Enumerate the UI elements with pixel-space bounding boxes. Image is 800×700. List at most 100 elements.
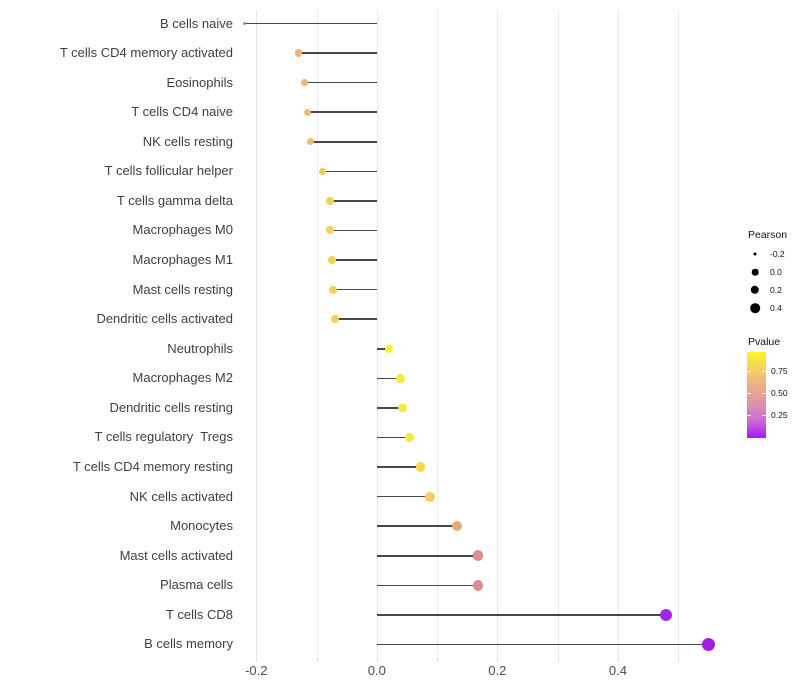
size-legend-label: 0.0 — [770, 267, 782, 277]
lollipop-stem — [298, 52, 377, 54]
y-axis-label: Dendritic cells resting — [109, 399, 233, 415]
data-point — [398, 403, 408, 413]
data-point — [395, 373, 405, 383]
size-legend-label: 0.4 — [770, 303, 782, 313]
x-axis-tick-label: 0.2 — [488, 663, 507, 678]
data-point — [294, 49, 303, 57]
data-point — [328, 285, 337, 294]
colorbar-tick-label: 0.25 — [771, 410, 788, 421]
pvalue-colorbar — [747, 352, 766, 438]
axis-tick-mark — [316, 658, 318, 661]
size-legend-dot — [750, 285, 760, 295]
y-axis-label: T cells CD4 memory activated — [59, 45, 233, 61]
size-legend-label: 0.2 — [770, 285, 782, 295]
colorbar-tick-label: 0.75 — [771, 366, 788, 376]
data-point — [300, 79, 309, 87]
gridline — [497, 10, 499, 658]
data-point — [318, 167, 327, 176]
y-axis-label: NK cells activated — [129, 488, 233, 504]
data-point — [659, 608, 673, 622]
colorbar-tick — [762, 371, 766, 372]
y-axis-label: B cells naive — [160, 15, 233, 31]
size-legend-title: Pearson — [748, 229, 788, 241]
data-point — [405, 432, 415, 442]
axis-tick-mark — [497, 658, 499, 661]
lollipop-stem — [376, 495, 430, 498]
gridline — [376, 10, 378, 658]
lollipop-stem — [376, 643, 709, 646]
lollipop-stem — [304, 81, 377, 84]
y-axis-label: T cells CD8 — [166, 606, 233, 622]
data-point — [327, 256, 336, 265]
gridline — [437, 10, 439, 658]
y-axis-label: T cells CD4 memory resting — [72, 459, 233, 475]
lollipop-stem — [331, 259, 377, 261]
x-axis-tick-label: 0.0 — [367, 663, 386, 678]
colorbar-tick — [762, 415, 766, 417]
data-point — [701, 637, 715, 652]
axis-tick-mark — [256, 658, 258, 661]
plot-panel — [240, 10, 730, 661]
lollipop-stem — [307, 111, 377, 113]
data-point — [326, 226, 335, 235]
lollipop-stem — [376, 407, 403, 409]
y-axis-label: Macrophages M0 — [132, 222, 233, 238]
data-point — [472, 550, 484, 562]
y-axis-label: Neutrophils — [167, 340, 233, 356]
colorbar-tick — [747, 371, 751, 372]
lollipop-stem — [376, 614, 667, 616]
data-point — [242, 21, 246, 26]
lollipop-stem — [330, 229, 377, 232]
y-axis-label: Macrophages M2 — [132, 370, 233, 386]
lollipop-stem — [376, 584, 479, 587]
y-axis-label: T cells follicular helper — [104, 163, 233, 179]
x-axis-tick-label: -0.2 — [245, 663, 268, 678]
y-axis-label: Mast cells activated — [119, 547, 233, 563]
lollipop-stem — [376, 377, 401, 380]
size-legend-dot — [753, 252, 757, 256]
data-point — [306, 138, 315, 146]
size-legend-dot — [751, 268, 759, 276]
y-axis-label: T cells regulatory Tregs — [94, 429, 233, 445]
lollipop-stem — [332, 288, 377, 291]
y-axis-label: T cells CD4 naive — [131, 104, 233, 120]
lollipop-stem — [376, 554, 479, 557]
lollipop-stem — [334, 318, 377, 320]
y-axis-label: Plasma cells — [160, 577, 233, 593]
gridline — [557, 10, 559, 658]
colorbar-tick — [747, 415, 751, 417]
y-axis-label: Monocytes — [170, 518, 233, 534]
y-axis-label: Eosinophils — [166, 74, 234, 90]
colorbar-tick — [762, 393, 766, 395]
y-axis-label: B cells memory — [144, 636, 233, 652]
gridline — [256, 10, 258, 658]
data-point — [424, 491, 435, 502]
colorbar-tick-label: 0.50 — [771, 388, 788, 399]
color-legend-title: Pvalue — [748, 336, 781, 348]
gridline — [316, 10, 318, 658]
lollipop-stem — [330, 200, 377, 202]
y-axis-label: Mast cells resting — [132, 281, 233, 297]
x-axis-tick-label: 0.4 — [608, 663, 627, 678]
x-axis-labels: -0.2 0.0 0.2 0.4 — [240, 663, 730, 683]
axis-tick-mark — [376, 658, 378, 661]
y-axis-label: Dendritic cells activated — [96, 311, 233, 327]
lollipop-stem — [376, 347, 389, 350]
axis-tick-mark — [437, 658, 439, 661]
data-point — [330, 315, 339, 324]
size-legend-label: -0.2 — [770, 249, 785, 259]
y-axis-label: T cells gamma delta — [116, 192, 233, 208]
y-axis-label: NK cells resting — [142, 133, 233, 149]
data-point — [326, 196, 335, 205]
data-point — [472, 579, 484, 591]
lollipop-stem — [376, 525, 457, 527]
y-axis-label: Macrophages M1 — [132, 252, 233, 268]
axis-tick-mark — [678, 658, 680, 661]
lollipop-stem — [322, 170, 377, 173]
lollipop-stem — [376, 436, 410, 439]
axis-tick-mark — [557, 658, 559, 661]
gridline — [617, 10, 619, 658]
lollipop-stem — [310, 140, 377, 143]
axis-tick-mark — [617, 658, 619, 661]
lollipop-stem — [244, 22, 377, 25]
